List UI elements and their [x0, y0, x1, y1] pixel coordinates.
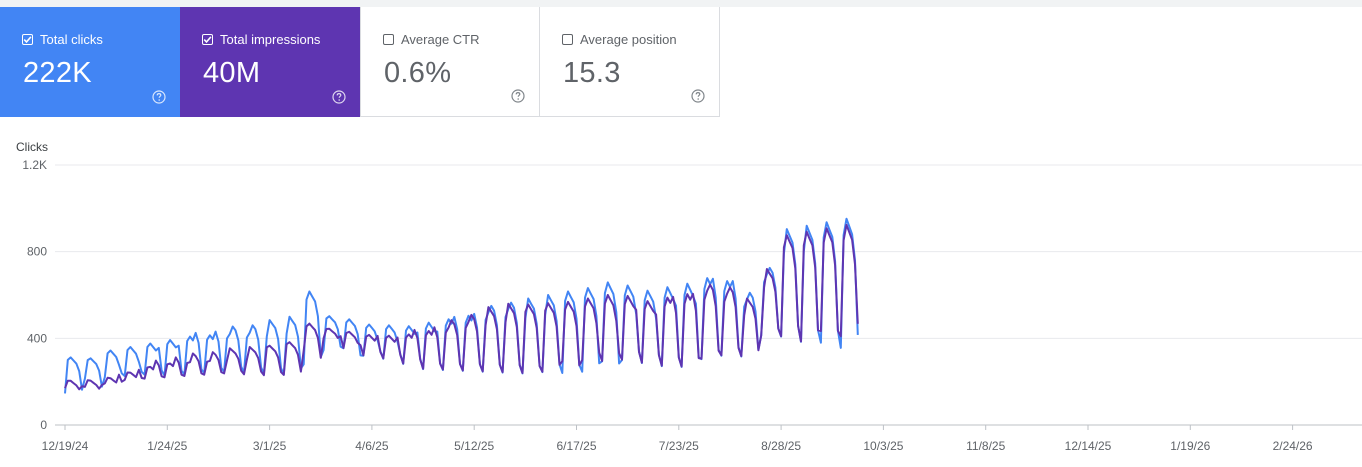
metric-label: Total clicks: [40, 32, 103, 47]
y-axis-ticks: 0 400 800 1.2K: [22, 158, 47, 432]
checkbox-icon[interactable]: [383, 34, 394, 45]
x-tick-label: 1/24/25: [147, 439, 187, 453]
metric-header: Total clicks: [22, 32, 103, 47]
metric-value: 0.6%: [384, 57, 452, 89]
y-tick-label: 0: [40, 418, 47, 432]
checkbox-icon[interactable]: [22, 34, 33, 45]
y-axis-label: Clicks: [16, 140, 48, 154]
x-tick-label: 11/8/25: [966, 439, 1005, 453]
metric-label: Average position: [580, 32, 677, 47]
metric-card-average-position[interactable]: Average position 15.3: [540, 7, 720, 117]
metric-card-total-impressions[interactable]: Total impressions 40M: [180, 7, 360, 117]
metric-value: 15.3: [563, 57, 621, 89]
performance-chart: Clicks 0 400 800 1.2K 12/19/24 1/24/25 3/1/25…: [16, 140, 1362, 453]
x-tick-label: 10/3/25: [863, 439, 903, 453]
x-tick-label: 3/1/25: [253, 439, 287, 453]
metric-value: 222K: [23, 57, 92, 89]
y-tick-label: 1.2K: [22, 158, 47, 172]
help-circle-icon[interactable]: [511, 89, 525, 103]
metric-header: Total impressions: [202, 32, 320, 47]
help-circle-icon[interactable]: [152, 90, 166, 104]
chart-series: [64, 217, 859, 394]
x-tick-label: 12/19/24: [42, 439, 89, 453]
x-tick-label: 5/12/25: [454, 439, 494, 453]
x-tick-label: 1/19/26: [1170, 439, 1210, 453]
y-tick-label: 800: [27, 245, 47, 259]
metric-label: Average CTR: [401, 32, 480, 47]
y-tick-label: 400: [27, 331, 47, 345]
metric-header: Average CTR: [383, 32, 480, 47]
x-tick-label: 4/6/25: [355, 439, 389, 453]
x-axis-ticks: 12/19/24 1/24/25 3/1/25 4/6/25 5/12/25 6/17/2…: [42, 425, 1313, 453]
x-tick-label: 2/24/26: [1273, 439, 1313, 453]
metric-label: Total impressions: [220, 32, 321, 47]
checkbox-icon[interactable]: [202, 34, 213, 45]
help-circle-icon[interactable]: [332, 90, 346, 104]
top-strip: [0, 0, 1362, 7]
metric-cards: Total clicks 222K Total impressions 40M …: [0, 7, 720, 117]
metric-value: 40M: [203, 57, 261, 89]
help-circle-icon[interactable]: [691, 89, 705, 103]
chart-grid: [55, 164, 1362, 426]
metric-card-average-ctr[interactable]: Average CTR 0.6%: [360, 7, 540, 117]
checkbox-icon[interactable]: [562, 34, 573, 45]
x-tick-label: 7/23/25: [659, 439, 699, 453]
x-tick-label: 6/17/25: [556, 439, 596, 453]
metric-header: Average position: [562, 32, 677, 47]
impressions-series-line: [64, 223, 859, 391]
x-tick-label: 8/28/25: [761, 439, 801, 453]
metric-card-total-clicks[interactable]: Total clicks 222K: [0, 7, 180, 117]
x-tick-label: 12/14/25: [1065, 439, 1112, 453]
